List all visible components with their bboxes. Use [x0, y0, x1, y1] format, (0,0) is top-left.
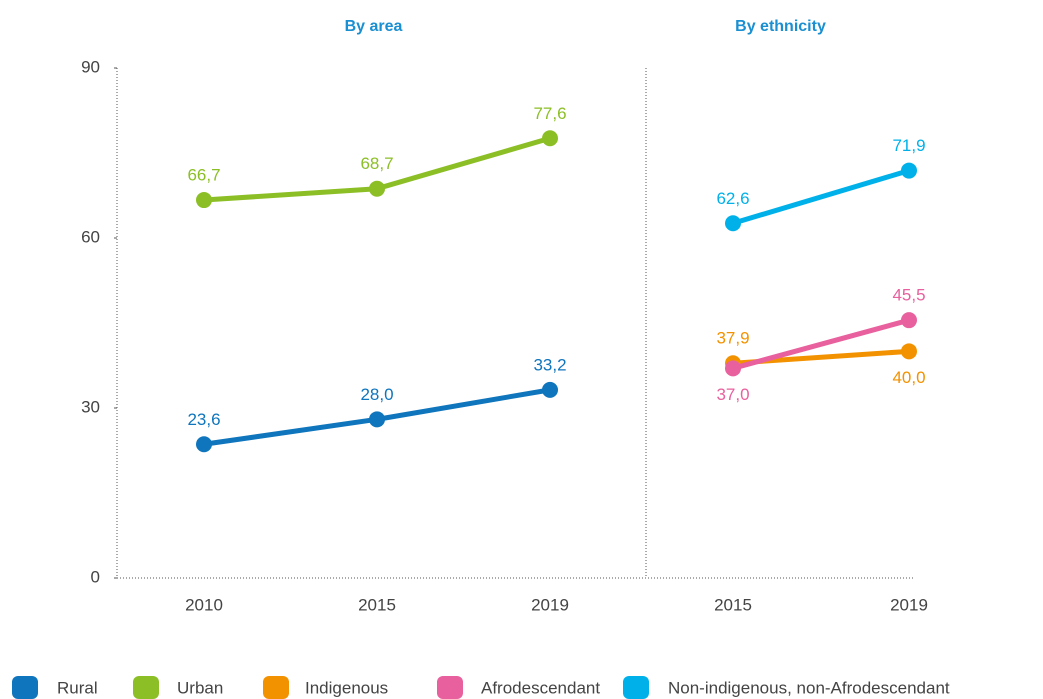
data-point: [369, 411, 385, 428]
panel-title: By area: [345, 18, 403, 35]
x-tick-label: 2015: [358, 595, 396, 614]
legend-swatch: [437, 676, 463, 699]
legend-label: Urban: [177, 678, 223, 697]
data-label: 71,9: [892, 136, 925, 155]
legend-swatch: [12, 676, 38, 699]
legend-label: Indigenous: [305, 678, 388, 697]
panel-title: By ethnicity: [735, 18, 826, 35]
x-tick-label: 2019: [890, 595, 928, 614]
data-point: [542, 130, 558, 147]
x-tick-label: 2019: [531, 595, 569, 614]
x-tick-label: 2015: [714, 595, 752, 614]
data-label: 62,6: [716, 189, 749, 208]
legend-label: Non-indigenous, non-Afrodescendant: [668, 678, 950, 697]
y-tick-label: 30: [81, 397, 100, 416]
data-point: [725, 360, 741, 377]
x-tick-label: 2010: [185, 595, 223, 614]
data-point: [196, 436, 212, 453]
data-label: 77,6: [533, 104, 566, 123]
data-point: [369, 180, 385, 197]
y-tick-label: 90: [81, 57, 100, 76]
legend-swatch: [133, 676, 159, 699]
y-tick-label: 0: [91, 567, 100, 586]
y-tick-label: 60: [81, 227, 100, 246]
data-point: [542, 381, 558, 398]
legend-label: Rural: [57, 678, 98, 697]
data-point: [901, 162, 917, 179]
data-point: [725, 215, 741, 232]
data-point: [901, 312, 917, 329]
data-label: 37,9: [716, 329, 749, 348]
data-label: 68,7: [360, 154, 393, 173]
data-label: 33,2: [533, 355, 566, 374]
data-point: [196, 192, 212, 209]
legend-label: Afrodescendant: [481, 678, 600, 697]
series-line: [732, 317, 910, 371]
legend-swatch: [263, 676, 289, 699]
data-label: 45,5: [892, 286, 925, 305]
legend-swatch: [623, 676, 649, 699]
data-label: 66,7: [187, 166, 220, 185]
data-point: [901, 343, 917, 360]
data-label: 37,0: [716, 385, 749, 404]
data-label: 40,0: [892, 368, 925, 387]
data-label: 28,0: [360, 385, 393, 404]
series-line: [732, 168, 910, 226]
data-label: 23,6: [187, 410, 220, 429]
